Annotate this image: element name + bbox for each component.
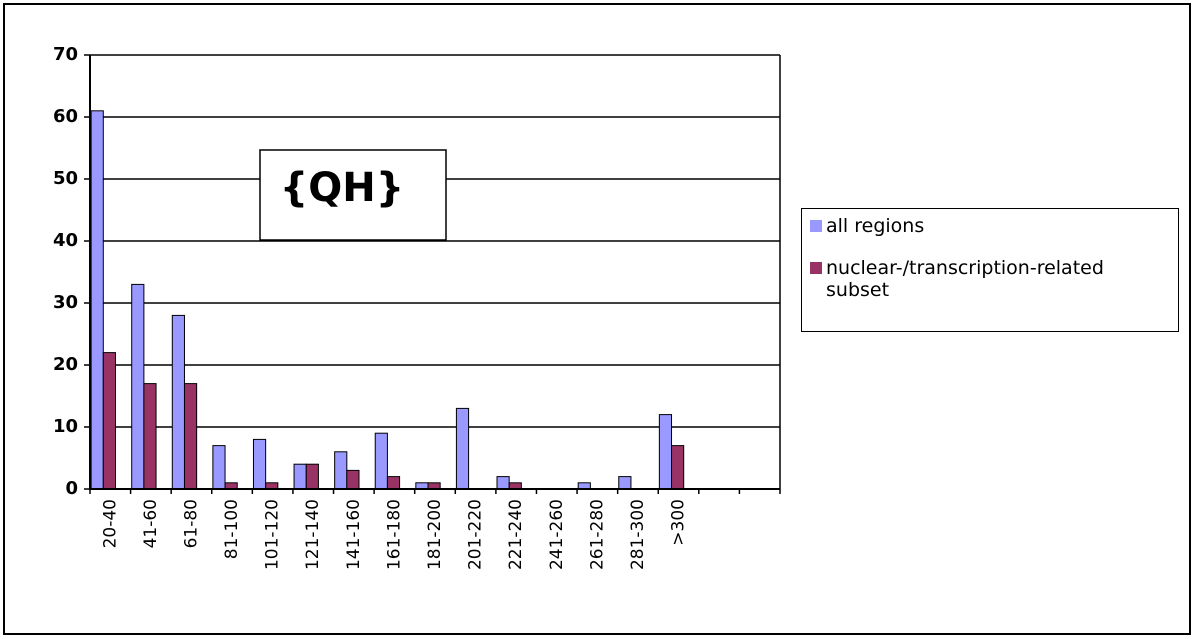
legend-item: nuclear-/transcription-related subset bbox=[810, 257, 1170, 301]
bar bbox=[305, 463, 319, 490]
bar bbox=[102, 352, 116, 490]
bar bbox=[658, 414, 673, 490]
x-tick-label: 41-60 bbox=[141, 499, 161, 548]
bar bbox=[334, 451, 348, 490]
y-tick-label: 60 bbox=[53, 106, 78, 127]
x-tick-label: 161-180 bbox=[384, 499, 404, 570]
legend-swatch bbox=[810, 262, 822, 274]
annotation-box bbox=[259, 149, 447, 241]
y-tick-label: 50 bbox=[53, 168, 78, 189]
y-tick-label: 10 bbox=[53, 416, 78, 437]
x-tick-label: 121-140 bbox=[303, 499, 323, 570]
bar bbox=[671, 445, 685, 490]
x-tick-label: 81-100 bbox=[222, 499, 242, 559]
x-tick-label: >300 bbox=[669, 499, 689, 546]
legend-item: all regions bbox=[810, 215, 1170, 237]
bar bbox=[212, 445, 226, 490]
x-tick-label: 201-220 bbox=[466, 499, 486, 570]
y-tick-label: 20 bbox=[53, 354, 78, 375]
y-tick-label: 70 bbox=[53, 44, 78, 65]
bar bbox=[183, 383, 198, 490]
y-tick-label: 0 bbox=[65, 478, 78, 499]
y-tick-label: 40 bbox=[53, 230, 78, 251]
legend: all regions nuclear-/transcription-relate… bbox=[801, 208, 1179, 332]
bar bbox=[496, 476, 510, 490]
x-tick-label: 20-40 bbox=[100, 499, 120, 548]
bar bbox=[346, 469, 360, 490]
bar bbox=[131, 283, 145, 490]
x-tick-label: 241-260 bbox=[547, 499, 567, 570]
bar bbox=[386, 476, 401, 490]
legend-label: nuclear-/transcription-related subset bbox=[826, 257, 1104, 301]
bar bbox=[374, 432, 388, 490]
x-tick-label: 181-200 bbox=[425, 499, 445, 570]
x-tick-label: 221-240 bbox=[506, 499, 526, 570]
x-tick-label: 141-160 bbox=[344, 499, 364, 570]
annotation: {QH} bbox=[280, 165, 404, 211]
x-tick-label: 281-300 bbox=[628, 499, 648, 570]
legend-label: all regions bbox=[826, 215, 925, 237]
bar bbox=[293, 463, 307, 490]
x-tick-label: 101-120 bbox=[263, 499, 283, 570]
bar bbox=[90, 110, 104, 490]
x-tick-label: 61-80 bbox=[181, 499, 201, 548]
bar bbox=[252, 438, 267, 490]
bar bbox=[455, 407, 470, 490]
bar bbox=[171, 314, 185, 490]
x-tick-label: 261-280 bbox=[587, 499, 607, 570]
bar bbox=[143, 383, 157, 490]
legend-swatch bbox=[810, 220, 822, 232]
y-tick-label: 30 bbox=[53, 292, 78, 313]
bar bbox=[618, 476, 632, 490]
